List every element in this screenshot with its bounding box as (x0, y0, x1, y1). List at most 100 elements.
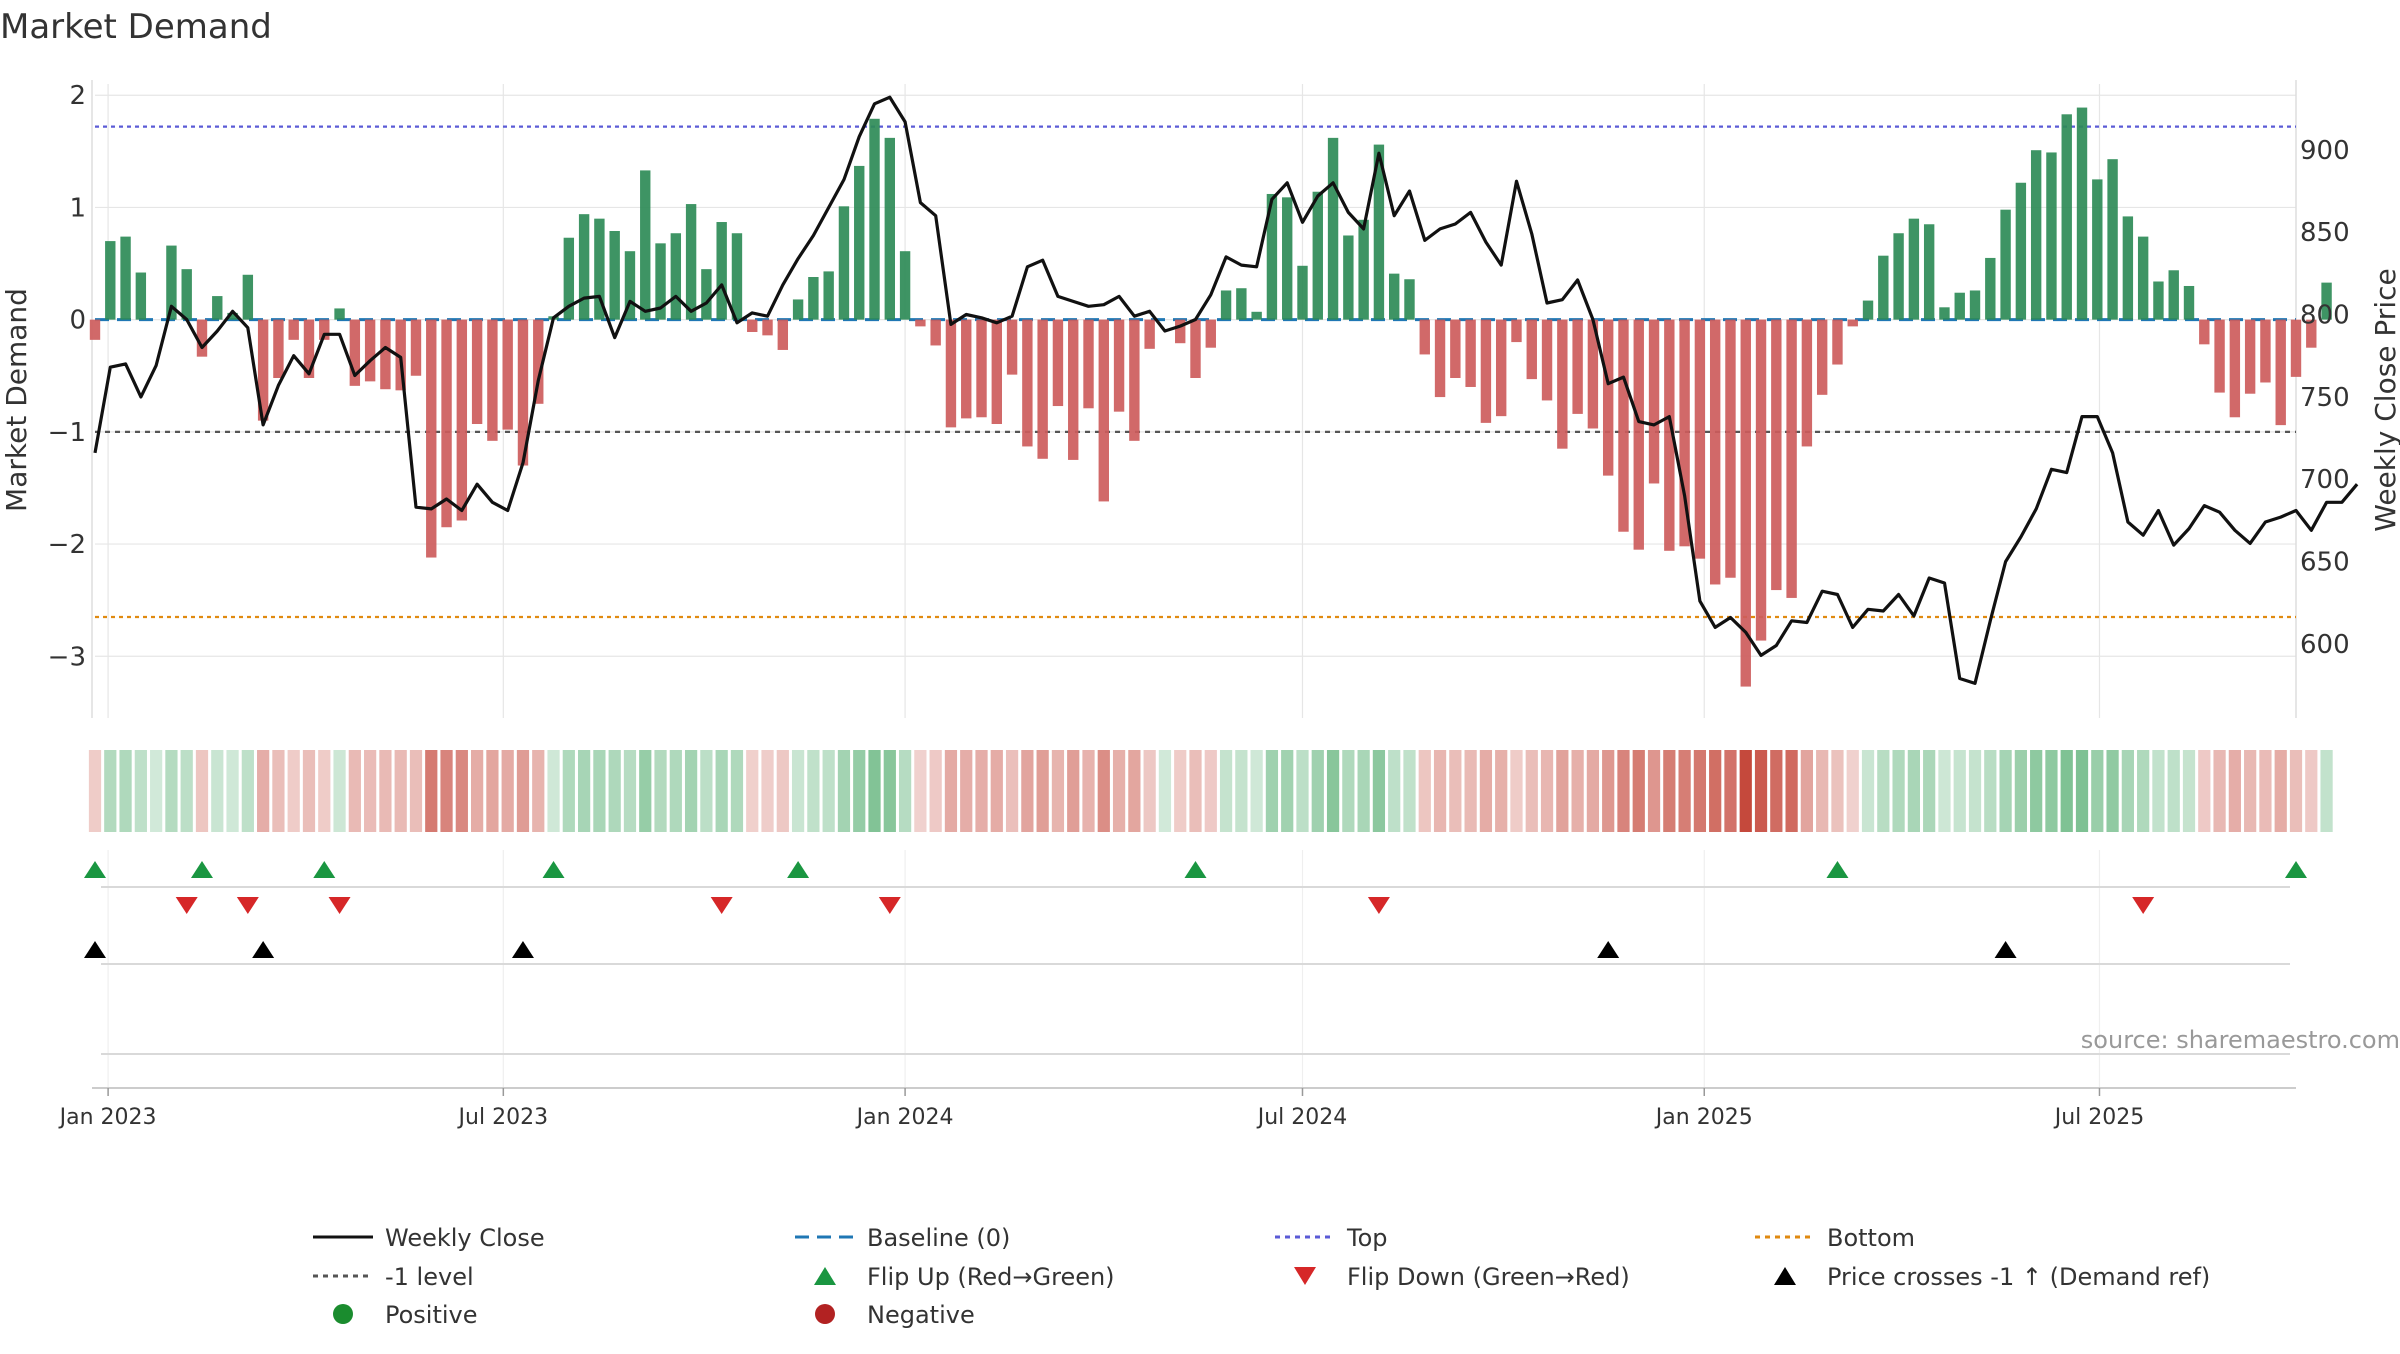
demand-bar (1343, 235, 1354, 320)
demand-bar (2260, 319, 2271, 383)
demand-bar (1266, 193, 1278, 320)
strip-cell (2274, 750, 2287, 832)
legend-label: Flip Up (Red→Green) (867, 1263, 1115, 1291)
demand-bar (1893, 233, 1904, 320)
strip-cell (302, 750, 316, 832)
legend-label: Positive (385, 1301, 478, 1329)
demand-bar (2290, 319, 2302, 377)
demand-bar (2275, 319, 2286, 426)
flip-up-marker (1826, 861, 1849, 878)
strip-cell (1418, 750, 1431, 832)
strip-cell (287, 750, 300, 832)
demand-bar (1068, 319, 1079, 460)
strip-cell (2152, 750, 2165, 832)
strip-cell (2228, 750, 2241, 832)
strip-cell (669, 750, 682, 832)
demand-bar (1205, 319, 1216, 348)
legend-label: Weekly Close (385, 1224, 545, 1252)
demand-bar (685, 204, 697, 320)
demand-bar (1816, 319, 1828, 395)
demand-bar (2244, 319, 2256, 394)
strip-cell (1602, 750, 1615, 832)
flip-up-marker (542, 861, 565, 878)
strip-cell (990, 750, 1003, 832)
demand-bar (1144, 319, 1155, 349)
strip-cell (1281, 750, 1294, 832)
strip-cell (1968, 750, 1982, 832)
strip-cell (1174, 750, 1187, 832)
legend-label: Baseline (0) (867, 1224, 1010, 1252)
demand-bar (2107, 159, 2118, 320)
demand-bar (2168, 270, 2179, 320)
strip-cell (1861, 750, 1875, 832)
strip-cell (2289, 750, 2303, 832)
strip-cell (486, 750, 499, 832)
demand-bar (655, 243, 666, 320)
strip-cell (1724, 750, 1737, 832)
flip-up-marker (1184, 861, 1207, 878)
y-tick-label-right: 700 (2300, 465, 2350, 495)
demand-bar (2306, 319, 2317, 348)
strip-cell (241, 750, 254, 832)
legend-label: -1 level (385, 1263, 474, 1291)
demand-bar (594, 218, 605, 320)
y-tick-label-left: −2 (48, 530, 86, 560)
strip-cell (318, 750, 331, 832)
demand-bar (1495, 319, 1507, 417)
demand-bar (1404, 279, 1415, 320)
strip-cell (2320, 750, 2333, 832)
strip-cell (1984, 750, 1997, 832)
demand-bar (2183, 285, 2195, 320)
demand-bars (89, 107, 2332, 687)
strip-cell (1999, 750, 2012, 832)
demand-bar (2321, 282, 2332, 320)
demand-bar (196, 319, 208, 357)
strip-cell (1235, 750, 1248, 832)
demand-bar (1220, 290, 1232, 320)
strip-cell (1754, 750, 1768, 832)
demand-bar (1511, 319, 1522, 343)
demand-bar (1709, 319, 1721, 585)
strip-cell (1143, 750, 1156, 832)
demand-bar (319, 319, 330, 340)
demand-bar (945, 319, 957, 428)
demand-bar (517, 319, 529, 466)
strip-cell (1250, 750, 1263, 832)
demand-bar (2214, 319, 2225, 393)
strip-cell (929, 750, 942, 832)
strip-cell (2030, 750, 2043, 832)
demand-bar (2199, 319, 2210, 345)
strip-cell (2075, 750, 2089, 832)
strip-cell (2244, 750, 2257, 832)
demand-bar (640, 170, 651, 320)
y-tick-label-left: −3 (48, 642, 86, 672)
strip-cell (914, 750, 927, 832)
demand-bar (2229, 319, 2241, 418)
strip-cell (425, 750, 438, 832)
demand-bar (105, 241, 116, 320)
strip-cell (1678, 750, 1691, 832)
strip-cell (2060, 750, 2073, 832)
demand-bar (961, 319, 972, 419)
demand-bar (1618, 319, 1629, 532)
demand-bar (2076, 107, 2088, 320)
demand-bar (1083, 319, 1094, 409)
strip-cell (1388, 750, 1401, 832)
demand-bar (410, 319, 422, 376)
demand-bar (288, 319, 299, 340)
strip-cell (791, 750, 805, 832)
demand-bar (2000, 209, 2011, 320)
demand-bar (1801, 319, 1813, 447)
strip-cell (1709, 750, 1722, 832)
strip-cell (1693, 750, 1707, 832)
strip-cell (1326, 750, 1340, 832)
strip-cell (577, 750, 591, 832)
strip-cell (1433, 750, 1447, 832)
demand-bar (273, 319, 284, 378)
demand-bar (731, 233, 743, 320)
demand-bar (364, 319, 376, 382)
demand-bar (1358, 219, 1369, 320)
demand-bar (777, 319, 789, 350)
demand-bar (1419, 319, 1430, 355)
demand-bar (1175, 319, 1186, 344)
